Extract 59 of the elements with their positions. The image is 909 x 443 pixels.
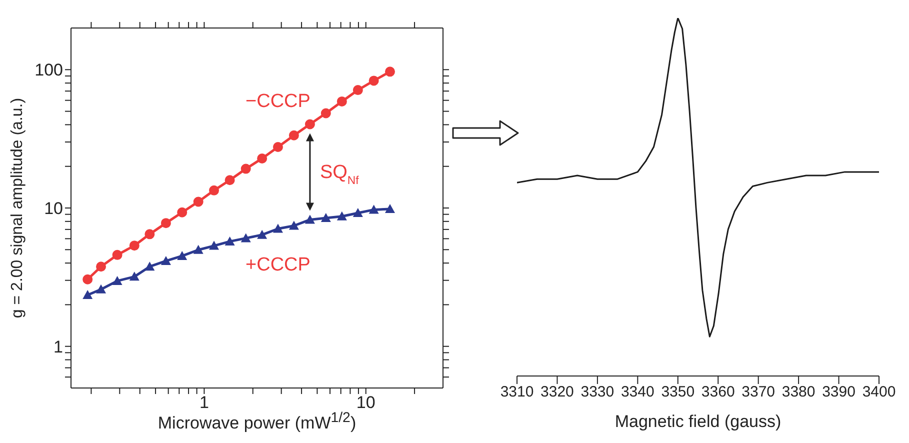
x-tick-label: 3380	[782, 384, 816, 401]
point	[257, 230, 268, 239]
point	[304, 214, 315, 224]
point	[209, 185, 220, 196]
x-axis-title: Microwave power (mW$^{1/2}$)	[158, 410, 356, 433]
point	[144, 262, 155, 271]
x-tick-label: 3370	[742, 384, 776, 401]
point	[193, 244, 204, 254]
point	[160, 256, 171, 265]
x-tick-label: 3310	[500, 384, 534, 401]
point	[288, 220, 299, 230]
point	[368, 204, 379, 214]
series-label: +CCCP	[246, 254, 310, 276]
point	[320, 108, 331, 118]
point	[336, 211, 347, 220]
x-tick-label: 3340	[620, 384, 654, 401]
y-tick-label: 100	[34, 60, 63, 80]
point	[129, 240, 140, 251]
point	[129, 272, 140, 281]
point	[112, 250, 122, 260]
point	[224, 236, 235, 246]
x-tick-label: 3330	[580, 384, 614, 401]
x-tick-label: 3320	[540, 384, 574, 401]
point	[240, 233, 251, 242]
point	[240, 164, 251, 174]
point	[96, 284, 106, 294]
y-axis-title: g = 2.00 signal amplitude (a.u.)	[9, 98, 27, 318]
y-tick-label: 10	[44, 199, 63, 218]
point	[177, 207, 188, 218]
y-tick-label: 1	[54, 337, 63, 356]
point	[144, 229, 155, 240]
point	[193, 196, 204, 207]
point	[384, 66, 395, 77]
point	[209, 240, 220, 250]
point	[177, 250, 188, 260]
point	[304, 119, 315, 130]
point	[368, 76, 379, 86]
annotation: SQ$_{Nf}$	[320, 162, 360, 187]
point	[96, 262, 106, 272]
x-axis-title: Magnetic field (gauss)	[614, 412, 782, 432]
point	[272, 224, 283, 233]
x-tick-label: 10	[356, 393, 376, 412]
point	[288, 130, 299, 140]
point	[224, 175, 235, 186]
point	[320, 213, 331, 222]
x-tick-label: 3400	[862, 384, 896, 401]
point	[160, 218, 171, 228]
point	[352, 85, 363, 96]
point	[272, 142, 283, 152]
series-label: −CCCP	[246, 91, 310, 112]
x-tick-label: 3390	[822, 384, 856, 401]
x-tick-label: 3350	[661, 384, 695, 401]
x-tick-label: 1	[199, 393, 209, 412]
point	[384, 204, 395, 213]
point	[352, 208, 363, 218]
point	[257, 153, 268, 164]
x-tick-label: 3360	[701, 384, 735, 401]
point	[112, 276, 122, 285]
point	[336, 96, 347, 106]
